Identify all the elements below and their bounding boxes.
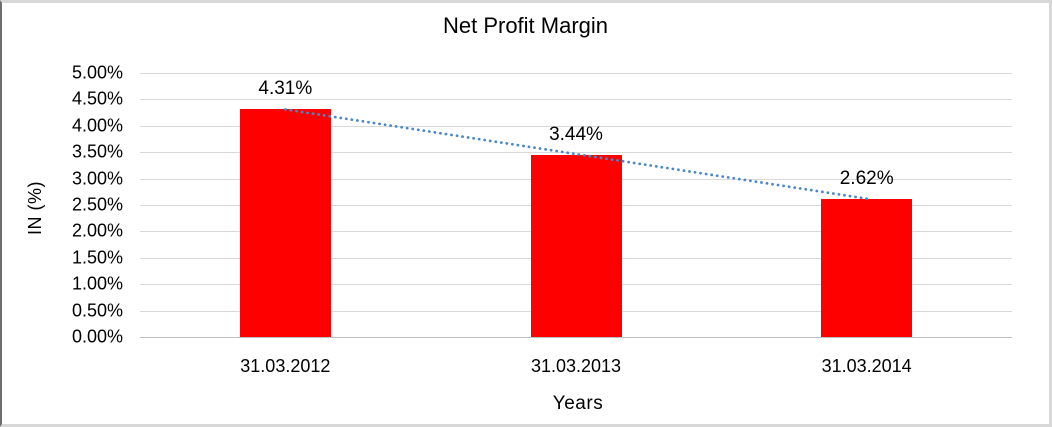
y-tick-label: 0.00% xyxy=(71,326,123,347)
bar xyxy=(239,109,331,337)
y-tick-label: 4.50% xyxy=(71,88,123,109)
y-tick-label: 4.00% xyxy=(71,115,123,136)
y-tick-label: 0.50% xyxy=(71,300,123,321)
trendline-path xyxy=(283,108,869,201)
bar xyxy=(530,155,622,337)
plot-area: 4.31% 3.44% 2.62% xyxy=(140,73,1012,338)
bar-value-label: 3.44% xyxy=(549,124,603,146)
chart-title: Net Profit Margin xyxy=(442,13,609,38)
x-tick-label: 31.03.2013 xyxy=(530,356,622,376)
y-tick-label: 2.50% xyxy=(71,194,123,215)
y-tick-label: 1.50% xyxy=(71,247,123,268)
y-tick-label: 3.50% xyxy=(71,141,123,162)
gridline xyxy=(140,99,1012,101)
x-tick-label: 31.03.2012 xyxy=(240,356,331,376)
y-tick-label: 5.00% xyxy=(71,62,123,83)
gridline xyxy=(140,73,1012,74)
bar-value-label: 2.62% xyxy=(839,167,894,189)
bar-value-label: 4.31% xyxy=(258,78,313,100)
x-tick-label: 31.03.2014 xyxy=(821,356,912,376)
trendline xyxy=(283,108,869,201)
y-tick-label: 3.00% xyxy=(71,168,123,189)
gridline xyxy=(140,337,1012,338)
bar xyxy=(821,198,913,337)
x-axis-title: Years xyxy=(552,393,604,414)
y-tick-label: 1.00% xyxy=(71,273,123,294)
y-tick-label: 2.00% xyxy=(71,220,123,241)
gridline xyxy=(140,125,1012,127)
gridline xyxy=(140,152,1012,154)
